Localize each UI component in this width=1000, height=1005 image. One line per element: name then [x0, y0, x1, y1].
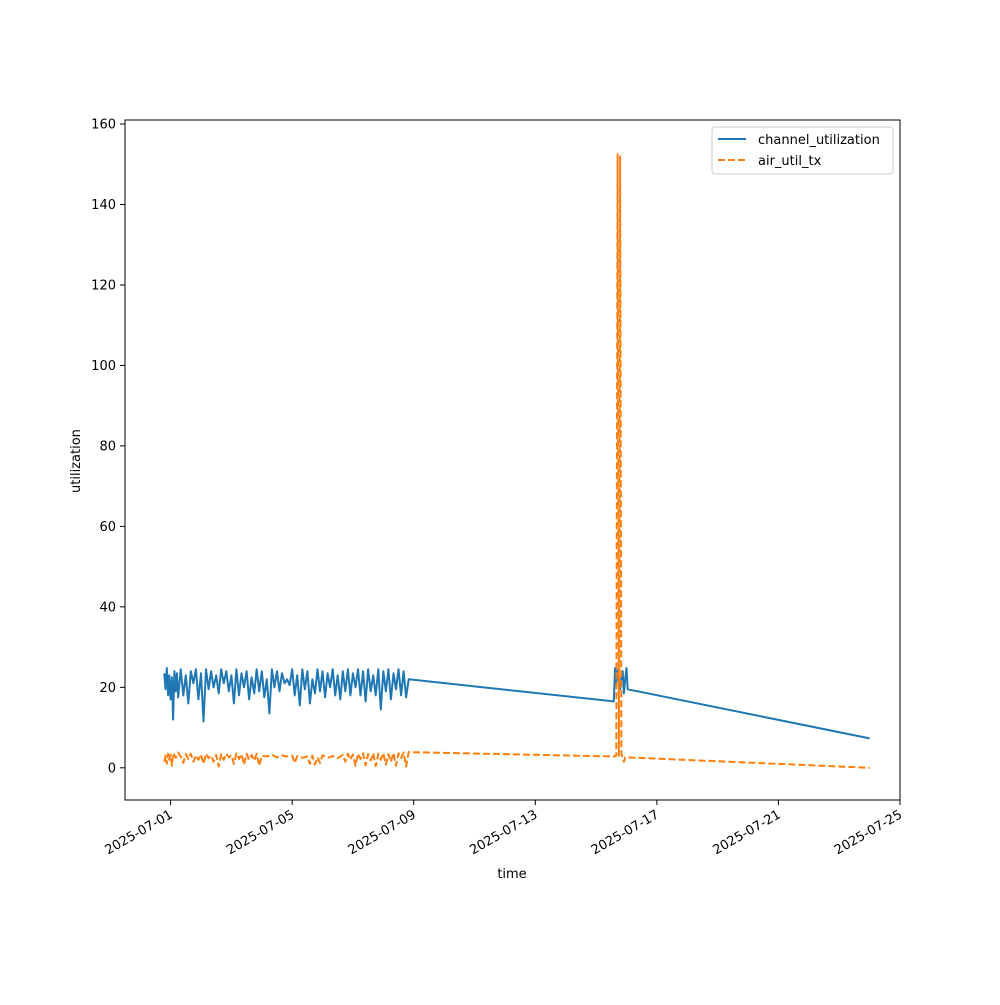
y-axis-title: utilization [69, 429, 84, 493]
x-tick-label: 2025-07-13 [467, 807, 540, 858]
legend-label: air_util_tx [758, 154, 822, 169]
x-tick-label: 2025-07-01 [103, 807, 176, 858]
y-tick-label: 80 [99, 439, 116, 454]
y-tick-label: 100 [91, 359, 116, 374]
y-tick-label: 0 [108, 761, 116, 776]
legend-label: channel_utilization [758, 133, 880, 148]
y-tick-label: 120 [91, 278, 116, 293]
x-tick-label: 2025-07-17 [589, 807, 662, 858]
series-layer [163, 153, 870, 769]
x-tick-label: 2025-07-25 [832, 807, 905, 858]
x-tick-label: 2025-07-21 [710, 807, 783, 858]
x-tick-label: 2025-07-05 [224, 807, 297, 858]
y-tick-label: 60 [99, 520, 116, 535]
x-tick-label: 2025-07-09 [346, 807, 419, 858]
y-tick-label: 160 [91, 118, 116, 133]
series-line-channel-utilization [163, 667, 870, 740]
y-tick-label: 140 [91, 198, 116, 213]
y-axis: 0 20 40 60 80 100 120 140 160 [91, 118, 125, 776]
x-axis: 2025-07-01 2025-07-05 2025-07-09 2025-07-13… [103, 800, 905, 858]
series-line-air-util-tx [163, 153, 870, 769]
legend-box [711, 126, 894, 175]
y-tick-label: 20 [99, 681, 116, 696]
plot-frame [124, 119, 901, 801]
x-axis-title: time [497, 867, 526, 882]
legend: channel_utilization air_util_tx [711, 126, 894, 175]
y-tick-label: 40 [99, 600, 116, 615]
